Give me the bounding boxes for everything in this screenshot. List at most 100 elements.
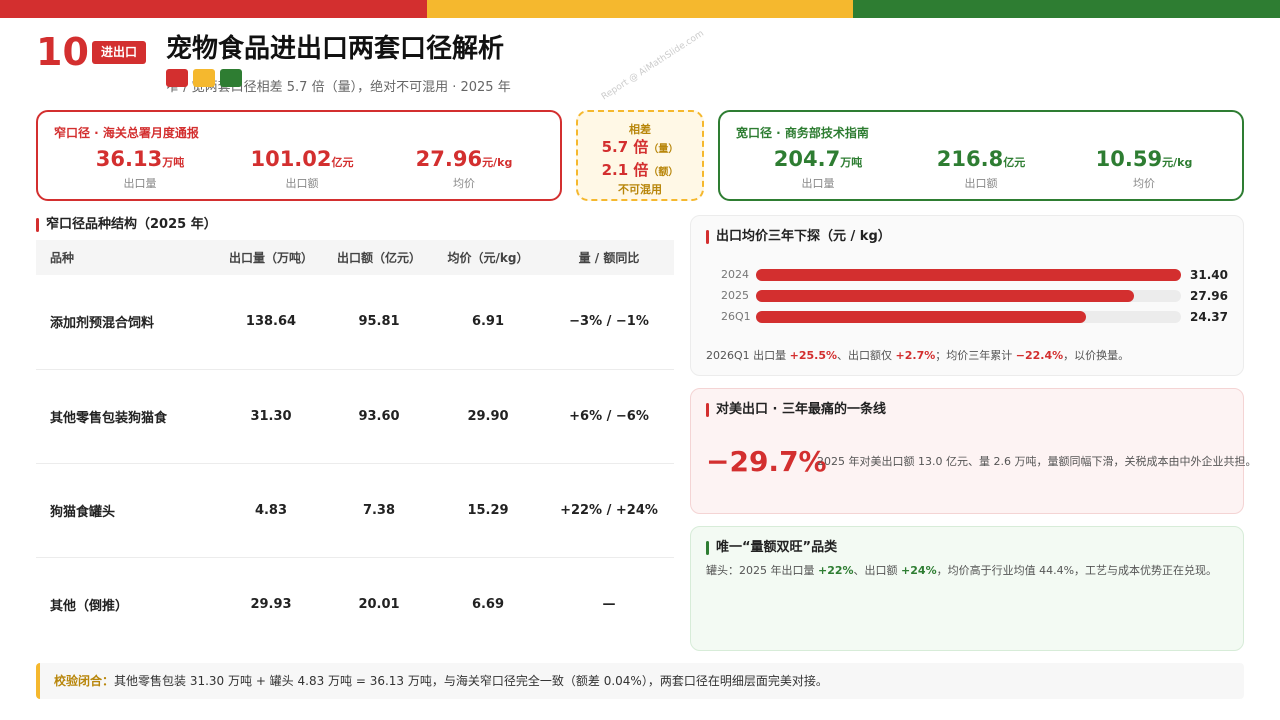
wide-scope-card: 宽口径 · 商务部技术指南 204.7万吨 出口量 216.8亿元 出口额 10… (718, 110, 1244, 201)
metric-label: 均价 (453, 177, 475, 190)
metric-value: 36.13 (95, 147, 163, 171)
metric-label: 出口额 (285, 177, 319, 190)
variety-table: 品种 出口量（万吨） 出口额（亿元） 均价（元/kg） 量 / 额同比 添加剂预… (36, 240, 674, 651)
top-color-bar (0, 0, 1280, 18)
metric-value: 27.96 (415, 147, 483, 171)
cell-amount: 93.60 (326, 369, 432, 464)
cell-yoy: +22% / +24% (544, 463, 674, 558)
bar-row-2024: 2024 31.40 (721, 268, 1228, 282)
us-export-panel: 对美出口 · 三年最痛的一条线 −29.7% 2025 年对美出口额 13.0 … (690, 388, 1256, 514)
col-header-volume: 出口量（万吨） (216, 240, 326, 275)
us-decline-value: −29.7% (706, 445, 827, 478)
diff-volume: 5.7 倍（量） (578, 137, 702, 160)
narrow-card-label: 窄口径 · 海关总署月度通报 (54, 126, 199, 140)
swatch-green (220, 69, 242, 87)
cell-variety: 其他零售包装狗猫食 (36, 369, 216, 464)
bar-track (756, 269, 1181, 281)
top-bar-red (0, 0, 427, 18)
table-row: 其他（倒推） 29.93 20.01 6.69 — (36, 557, 674, 651)
metric-label: 出口额 (964, 177, 998, 190)
cell-yoy: — (602, 596, 616, 612)
wide-metric-volume: 204.7万吨 出口量 (738, 146, 898, 192)
price-panel-title: 出口均价三年下探（元 / kg） (706, 228, 891, 246)
page-subtitle: 窄 / 宽两套口径相差 5.7 倍（量），绝对不可混用 · 2025 年 (166, 80, 511, 95)
diff-amount-note: （额） (648, 167, 679, 178)
table-header-row: 品种 出口量（万吨） 出口额（亿元） 均价（元/kg） 量 / 额同比 (36, 240, 674, 275)
table-row: 添加剂预混合饲料 138.64 95.81 6.91 −3% / −1% (36, 275, 674, 370)
table-row: 狗猫食罐头 4.83 7.38 15.29 +22% / +24% (36, 463, 674, 558)
footer-text: 其他零售包装 31.30 万吨 + 罐头 4.83 万吨 = 36.13 万吨，… (114, 674, 828, 688)
metric-label: 出口量 (123, 177, 157, 190)
bar-fill (756, 311, 1086, 323)
col-header-yoy: 量 / 额同比 (544, 240, 674, 275)
metric-unit: 元/kg (482, 156, 513, 169)
metric-label: 均价 (1133, 177, 1155, 190)
bar-fill (756, 290, 1134, 302)
metric-value: 204.7 (773, 147, 841, 171)
color-swatches (166, 69, 242, 87)
metric-unit: 万吨 (840, 156, 863, 169)
watermark: Report @ AiMathSlide.com (600, 28, 706, 103)
wide-card-label: 宽口径 · 商务部技术指南 (736, 126, 869, 140)
bar-track (756, 311, 1181, 323)
diff-volume-note: （量） (648, 144, 679, 155)
cell-yoy: +6% / −6% (544, 369, 674, 464)
us-panel-title: 对美出口 · 三年最痛的一条线 (706, 401, 886, 419)
metric-unit: 亿元 (331, 156, 354, 169)
metric-unit: 万吨 (162, 156, 185, 169)
top-bar-yellow (426, 0, 854, 18)
cell-volume: 29.93 (250, 596, 292, 612)
cell-volume: 4.83 (216, 463, 326, 558)
metric-unit: 元/kg (1162, 156, 1193, 169)
bar-category-label: 2025 (721, 289, 749, 302)
cell-amount: 20.01 (358, 596, 400, 612)
cell-yoy: −3% / −1% (544, 275, 674, 370)
can-panel-text: 罐头：2025 年出口量 +22%、出口额 +24%，均价高于行业均值 44.4… (706, 564, 1218, 577)
section-tag: 进出口 (92, 41, 147, 64)
narrow-metric-price: 27.96元/kg 均价 (384, 146, 544, 192)
difference-card: 相差 5.7 倍（量） 2.1 倍（额） 不可混用 (576, 110, 704, 201)
cell-variety: 其他（倒推） (50, 598, 129, 614)
bar-category-label: 2024 (721, 268, 749, 281)
col-header-variety: 品种 (36, 240, 216, 275)
page-title: 宠物食品进出口两套口径解析 (166, 34, 505, 64)
wide-metric-amount: 216.8亿元 出口额 (901, 146, 1061, 192)
swatch-yellow (193, 69, 215, 87)
metric-unit: 亿元 (1003, 156, 1026, 169)
price-trend-panel: 出口均价三年下探（元 / kg） 2024 31.40 2025 27.96 26Q1 2… (690, 215, 1244, 376)
verification-footer: 校验闭合：其他零售包装 31.30 万吨 + 罐头 4.83 万吨 = 36.1… (36, 663, 1244, 699)
cell-volume: 31.30 (216, 369, 326, 464)
cell-price: 6.69 (471, 596, 505, 612)
cell-amount: 95.81 (326, 275, 432, 370)
cell-price: 15.29 (432, 463, 544, 558)
metric-value: 10.59 (1095, 147, 1163, 171)
top-bar-green (853, 0, 1280, 18)
diff-warning: 不可混用 (618, 183, 662, 196)
cell-volume: 138.64 (216, 275, 326, 370)
diff-amount-value: 2.1 倍 (601, 161, 649, 179)
can-panel-title: 唯一“量额双旺”品类 (706, 539, 837, 557)
metric-value: 216.8 (936, 147, 1004, 171)
page-number: 10 (36, 30, 89, 74)
bar-track (756, 290, 1181, 302)
price-panel-note: 2026Q1 出口量 +25.5%、出口额仅 +2.7%；均价三年累计 −22.… (706, 349, 1130, 362)
us-panel-text: 2025 年对美出口额 13.0 亿元、量 2.6 万吨，量额同幅下滑，关税成本… (817, 455, 1257, 468)
bar-row-2025: 2025 27.96 (721, 289, 1228, 303)
diff-label: 相差 (629, 123, 651, 136)
narrow-scope-card: 窄口径 · 海关总署月度通报 36.13万吨 出口量 101.02亿元 出口额 … (36, 110, 562, 201)
col-header-amount: 出口额（亿元） (326, 240, 432, 275)
narrow-metric-volume: 36.13万吨 出口量 (60, 146, 220, 192)
cell-amount: 7.38 (326, 463, 432, 558)
table-row: 其他零售包装狗猫食 31.30 93.60 29.90 +6% / −6% (36, 369, 674, 464)
col-header-price: 均价（元/kg） (432, 240, 544, 275)
diff-volume-value: 5.7 倍 (601, 138, 649, 156)
bar-category-label: 26Q1 (721, 310, 751, 323)
cell-price: 6.91 (432, 275, 544, 370)
diff-amount: 2.1 倍（额） (578, 160, 702, 183)
cell-price: 29.90 (432, 369, 544, 464)
bar-value-label: 31.40 (1190, 268, 1228, 282)
bar-row-26Q1: 26Q1 24.37 (721, 310, 1228, 324)
bar-value-label: 24.37 (1190, 310, 1228, 324)
metric-label: 出口量 (801, 177, 835, 190)
swatch-red (166, 69, 188, 87)
